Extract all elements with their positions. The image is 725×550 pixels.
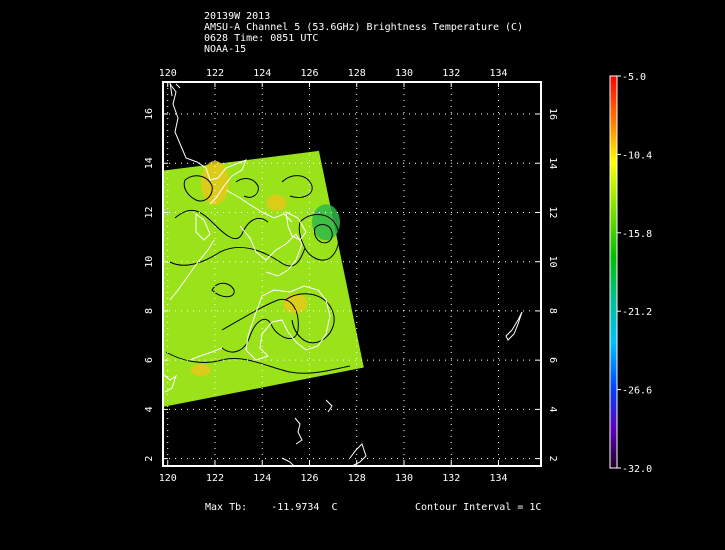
lon-tick-label: 126 xyxy=(300,473,318,484)
max-tb-unit: C xyxy=(331,502,338,513)
title-line-product: AMSU-A Channel 5 (53.6GHz) Brightness Te… xyxy=(204,22,524,33)
contour-line xyxy=(281,175,313,199)
lon-tick-label: 122 xyxy=(206,68,224,79)
lon-tick-label: 126 xyxy=(300,68,318,79)
title-line-storm: 20139W 2013 xyxy=(204,11,271,22)
coastline-visayas xyxy=(239,225,303,277)
lat-tick-label: 2 xyxy=(144,456,155,462)
contour-line xyxy=(183,175,213,202)
max-tb-value: -11.9734 xyxy=(271,502,320,513)
lon-tick-label: 134 xyxy=(489,68,507,79)
lat-tick-label: 8 xyxy=(144,308,155,314)
colorbar-labels: -5.0 -10.4 -15.8 -21.2 -26.6 -32.0 xyxy=(617,72,652,475)
lat-tick-label: 14 xyxy=(144,157,155,169)
lon-tick-label: 130 xyxy=(395,68,413,79)
lon-tick-label: 120 xyxy=(159,473,177,484)
temperature-contours xyxy=(165,175,351,374)
coastline-borneo-tip xyxy=(162,373,177,393)
coastline-taiwan-islets xyxy=(169,81,181,97)
max-tb-label: Max Tb: xyxy=(205,502,248,513)
coastline-palawan xyxy=(169,239,215,301)
coastline-palau xyxy=(505,311,523,341)
lon-tick-label: 128 xyxy=(348,68,366,79)
lat-tick-label: 16 xyxy=(547,108,558,120)
contour-line xyxy=(169,246,306,267)
contour-line xyxy=(174,209,269,240)
colorbar-label: -10.4 xyxy=(622,150,652,161)
colorbar-label: -32.0 xyxy=(622,464,652,475)
field-anomalies xyxy=(190,160,341,376)
lat-tick-label: 14 xyxy=(547,157,558,169)
field-anomaly xyxy=(266,194,287,211)
colorbar-label: -15.8 xyxy=(622,229,652,240)
max-tb-readout: Max Tb: -11.9734 C xyxy=(205,502,338,513)
field-anomaly xyxy=(312,204,341,241)
lat-tick-label: 12 xyxy=(547,206,558,218)
lon-tick-label: 120 xyxy=(159,68,177,79)
lat-tick-label: 4 xyxy=(144,406,155,412)
chart-title-block: 20139W 2013 AMSU-A Channel 5 (53.6GHz) Br… xyxy=(204,11,523,55)
lon-tick-label: 128 xyxy=(348,473,366,484)
contour-line xyxy=(284,293,335,344)
brightness-temperature-field xyxy=(163,150,364,407)
colorbar: -5.0 -10.4 -15.8 -21.2 -26.6 -32.0 xyxy=(609,72,652,475)
field-anomaly xyxy=(200,160,229,205)
map-frame xyxy=(162,81,542,467)
contour-line xyxy=(235,178,259,198)
title-line-time: 0628 Time: 0851 UTC xyxy=(204,33,319,44)
lon-tick-label: 132 xyxy=(442,473,460,484)
lat-tick-label: 2 xyxy=(547,456,558,462)
lat-tick-label: 10 xyxy=(144,256,155,268)
lat-tick-label: 8 xyxy=(547,308,558,314)
coastline-bicol xyxy=(225,189,293,223)
lon-tick-label: 122 xyxy=(206,473,224,484)
title-line-satellite: NOAA-15 xyxy=(204,44,247,55)
lon-tick-label: 130 xyxy=(395,473,413,484)
lat-tick-label: 16 xyxy=(144,108,155,120)
coastline-mindanao xyxy=(245,285,331,361)
lon-tick-label: 124 xyxy=(253,473,271,484)
contour-line xyxy=(221,298,299,353)
lat-tick-label: 6 xyxy=(547,357,558,363)
contour-interval: Contour Interval = 1C xyxy=(415,502,542,513)
lat-tick-label: 10 xyxy=(547,256,558,268)
lon-tick-label: 134 xyxy=(489,473,507,484)
coastline-luzon xyxy=(169,83,247,205)
field-anomaly xyxy=(190,364,211,376)
colorbar-label: -5.0 xyxy=(622,72,646,83)
colorbar-gradient xyxy=(609,75,618,469)
lat-tick-label: 4 xyxy=(547,406,558,412)
colorbar-label: -21.2 xyxy=(622,307,652,318)
coastline-sulu xyxy=(189,347,223,361)
lon-tick-label: 132 xyxy=(442,68,460,79)
field-anomaly xyxy=(283,293,308,314)
axis-ticks: 1201201221221241241261261281281301301321… xyxy=(144,68,558,484)
contour-line xyxy=(313,224,333,244)
contour-line xyxy=(211,282,235,298)
coastline-samar-leyte xyxy=(285,211,307,241)
contour-line xyxy=(165,351,351,374)
coastline-sulawesi xyxy=(281,417,367,467)
colorbar-label: -26.6 xyxy=(622,386,652,397)
coastlines xyxy=(162,81,523,467)
coastline-mindoro xyxy=(195,213,211,241)
coastline-halmahera xyxy=(325,399,333,413)
lat-tick-label: 6 xyxy=(144,357,155,363)
lat-tick-label: 12 xyxy=(144,206,155,218)
lon-tick-label: 124 xyxy=(253,68,271,79)
lat-lon-grid xyxy=(163,82,541,466)
